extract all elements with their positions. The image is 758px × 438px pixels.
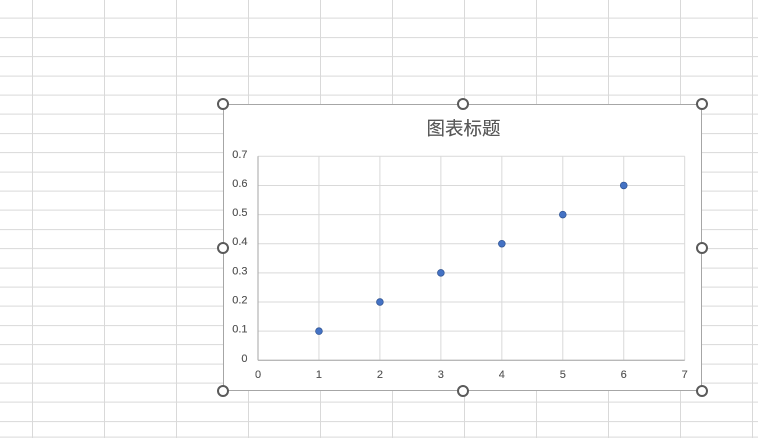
svg-text:2: 2 (377, 369, 383, 381)
svg-text:4: 4 (499, 369, 505, 381)
svg-text:0.5: 0.5 (232, 207, 247, 219)
svg-text:0.2: 0.2 (232, 295, 247, 307)
svg-text:0.4: 0.4 (232, 236, 247, 248)
svg-text:0: 0 (255, 369, 261, 381)
svg-text:0.3: 0.3 (232, 265, 247, 277)
svg-text:0.1: 0.1 (232, 324, 247, 336)
svg-text:0.7: 0.7 (232, 149, 247, 161)
svg-text:0: 0 (241, 353, 247, 365)
svg-text:3: 3 (438, 369, 444, 381)
svg-text:1: 1 (316, 369, 322, 381)
svg-text:7: 7 (682, 369, 688, 381)
svg-text:6: 6 (621, 369, 627, 381)
svg-text:0.6: 0.6 (232, 178, 247, 190)
svg-text:5: 5 (560, 369, 566, 381)
